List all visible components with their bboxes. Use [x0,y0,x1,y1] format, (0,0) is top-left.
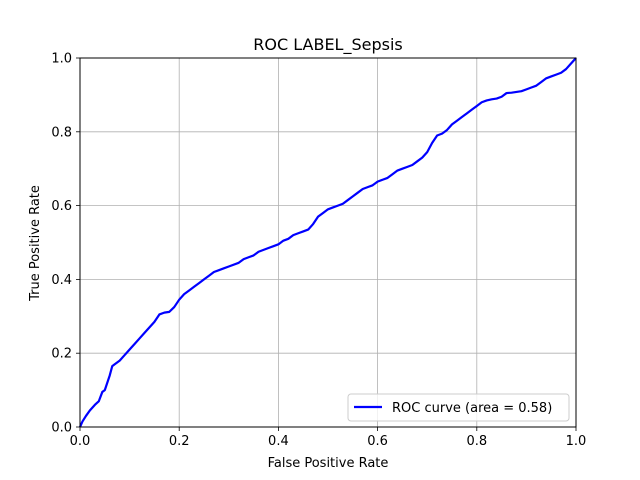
y-axis-label: True Positive Rate [28,185,43,302]
grid [79,57,577,428]
chart-title: ROC LABEL_Sepsis [253,35,402,55]
y-tick-label: 0.6 [51,199,72,214]
x-axis-label: False Positive Rate [268,456,389,471]
x-tick-label: 0.4 [268,434,289,449]
x-tick-label: 0.2 [169,434,190,449]
y-tick-label: 0.2 [51,347,72,362]
y-tick-label: 0.0 [51,421,72,436]
x-tick-label: 0.8 [466,434,487,449]
x-tick-label: 0.0 [70,434,91,449]
y-tick-label: 0.8 [51,125,72,140]
roc-curve-line [78,57,577,428]
ticks: 0.0 0.2 0.4 0.6 0.8 1.0 0.0 0.2 0.4 0.6 0.8 1.0 [51,52,586,450]
x-tick-label: 0.6 [367,434,388,449]
y-tick-label: 1.0 [51,52,72,67]
x-tick-label: 1.0 [566,434,587,449]
legend-box [347,393,570,422]
y-tick-label: 0.4 [51,273,72,288]
series-layer [78,57,577,428]
legend: ROC curve (area = 0.58) [347,393,570,422]
plot-frame [79,57,577,428]
legend-entry-label: ROC curve (area = 0.58) [392,401,552,416]
